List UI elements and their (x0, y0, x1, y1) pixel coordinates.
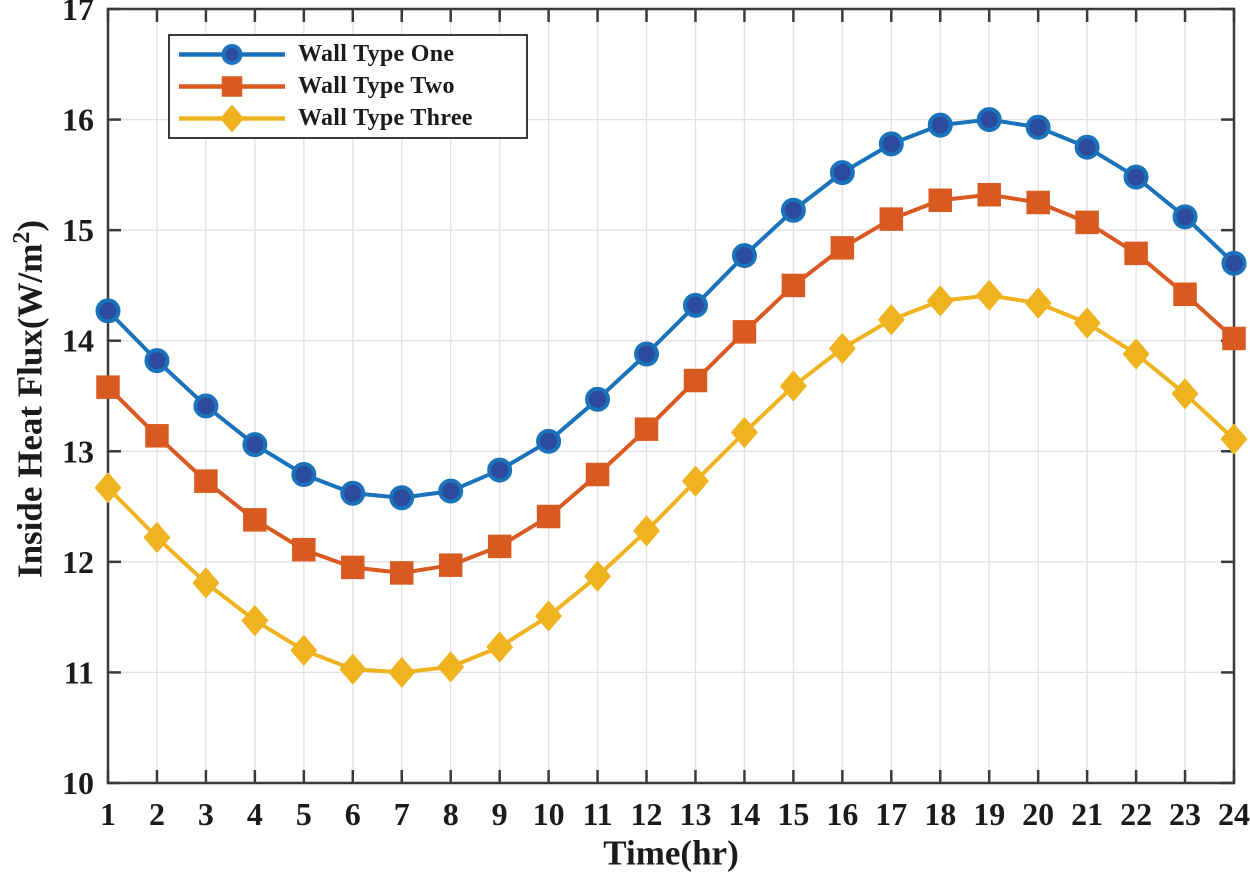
svg-text:8: 8 (443, 796, 459, 832)
svg-text:4: 4 (247, 796, 263, 832)
svg-text:1: 1 (100, 796, 116, 832)
svg-text:10: 10 (62, 765, 94, 801)
svg-text:20: 20 (1022, 796, 1054, 832)
svg-text:10: 10 (533, 796, 565, 832)
svg-text:5: 5 (296, 796, 312, 832)
y-axis-label-text: Inside Heat Flux(W/m (10, 243, 50, 579)
legend-item-wall-type-one: Wall Type One (176, 39, 526, 70)
legend-item-wall-type-three: Wall Type Three (176, 103, 526, 134)
series-line-wall-type-three (106, 293, 1236, 675)
svg-text:12: 12 (631, 796, 663, 832)
svg-text:6: 6 (345, 796, 361, 832)
svg-text:18: 18 (924, 796, 956, 832)
svg-text:17: 17 (875, 796, 907, 832)
svg-text:19: 19 (973, 796, 1005, 832)
series-line-wall-type-one (106, 117, 1236, 500)
legend-item-wall-type-two: Wall Type Two (176, 71, 526, 102)
svg-text:11: 11 (64, 654, 94, 690)
y-axis-label-suffix: ) (10, 219, 50, 232)
svg-text:14: 14 (728, 796, 760, 832)
svg-text:7: 7 (394, 796, 410, 832)
series-wall-type-two (96, 183, 1246, 585)
svg-text:22: 22 (1120, 796, 1152, 832)
legend-label: Wall Type Two (298, 72, 455, 99)
svg-text:15: 15 (62, 212, 94, 248)
legend-label: Wall Type Three (298, 104, 473, 131)
legend-box: Wall Type One Wall Type Two Wall Type Th… (168, 34, 528, 139)
series-line-wall-type-two (106, 192, 1236, 575)
svg-text:15: 15 (777, 796, 809, 832)
y-tick-labels: 10 11 12 13 14 15 16 17 (62, 0, 94, 801)
legend-circle-marker-icon (179, 44, 285, 66)
svg-text:12: 12 (62, 544, 94, 580)
x-axis-label: Time(hr) (603, 833, 739, 872)
y-axis-label-superscript: 2 (8, 231, 35, 244)
y-axis-label: Inside Heat Flux(W/m2) (9, 219, 50, 579)
series-wall-type-one (95, 107, 1247, 511)
legend-square-marker-icon (179, 76, 285, 97)
svg-text:2: 2 (149, 796, 165, 832)
svg-text:16: 16 (826, 796, 858, 832)
svg-text:9: 9 (492, 796, 508, 832)
legend-diamond-marker-icon (179, 104, 285, 132)
svg-text:11: 11 (582, 796, 612, 832)
svg-text:13: 13 (679, 796, 711, 832)
svg-text:13: 13 (62, 433, 94, 469)
svg-text:24: 24 (1218, 796, 1250, 832)
svg-text:17: 17 (62, 0, 94, 27)
svg-text:16: 16 (62, 102, 94, 138)
x-tick-labels: 1 2 3 4 5 6 7 8 9 10 11 12 13 14 15 16 17 18 19 20 21 22 23 24 (100, 796, 1250, 832)
svg-text:3: 3 (198, 796, 214, 832)
svg-text:23: 23 (1169, 796, 1201, 832)
svg-text:14: 14 (62, 323, 94, 359)
tick-marks (106, 7, 1236, 785)
series-wall-type-three (94, 280, 1248, 688)
svg-text:21: 21 (1071, 796, 1103, 832)
legend-label: Wall Type One (298, 41, 455, 68)
